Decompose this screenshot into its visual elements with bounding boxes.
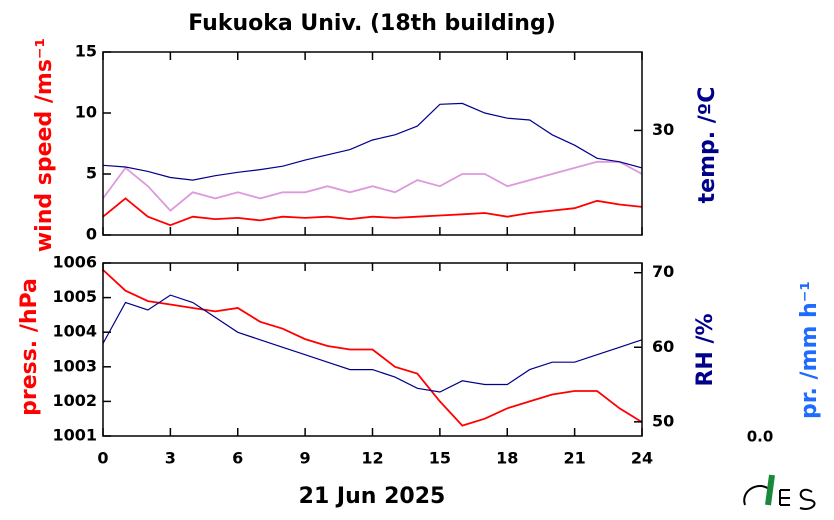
x-tick-label: 0 — [97, 449, 108, 468]
data-line — [102, 269, 643, 427]
x-tick-label: 3 — [165, 449, 176, 468]
data-line — [102, 102, 643, 181]
y2-tick-label: 70 — [652, 262, 674, 281]
data-line — [102, 294, 643, 393]
x-tick-label: 6 — [232, 449, 243, 468]
precipitation-total: 0.0 — [747, 428, 774, 446]
data-line — [102, 197, 643, 227]
data-line — [102, 160, 643, 212]
y-tick-label: 1005 — [52, 287, 97, 306]
y-tick-label: 1006 — [52, 253, 97, 272]
y-label: wind speed /ms⁻¹ — [32, 38, 57, 252]
y2-label: RH /% — [693, 313, 718, 386]
x-label: 21 Jun 2025 — [299, 484, 446, 509]
x-tick-label: 9 — [300, 449, 311, 468]
x-tick-label: 15 — [429, 449, 451, 468]
y-tick-label: 10 — [75, 103, 97, 122]
chart-title: Fukuoka Univ. (18th building) — [188, 11, 556, 36]
plot-frame — [102, 51, 643, 236]
y-tick-label: 1003 — [52, 356, 97, 375]
logo — [743, 474, 816, 510]
y-tick-label: 1001 — [52, 426, 97, 445]
x-tick-label: 21 — [563, 449, 585, 468]
y-label: press. /hPa — [17, 278, 42, 416]
y3-label: pr. /mm h⁻¹ — [797, 281, 822, 419]
y2-tick-label: 30 — [652, 120, 674, 139]
x-tick-label: 12 — [361, 449, 383, 468]
y-tick-label: 5 — [86, 164, 97, 183]
x-tick-label: 18 — [496, 449, 518, 468]
y-tick-label: 1004 — [52, 322, 97, 341]
y2-tick-label: 60 — [652, 337, 674, 356]
x-tick-label: 24 — [631, 449, 653, 468]
y2-tick-label: 50 — [652, 411, 674, 430]
y-tick-label: 15 — [75, 42, 97, 61]
y2-label: temp. /ºC — [695, 87, 720, 204]
y-tick-label: 1002 — [52, 391, 97, 410]
y-tick-label: 0 — [86, 225, 97, 244]
